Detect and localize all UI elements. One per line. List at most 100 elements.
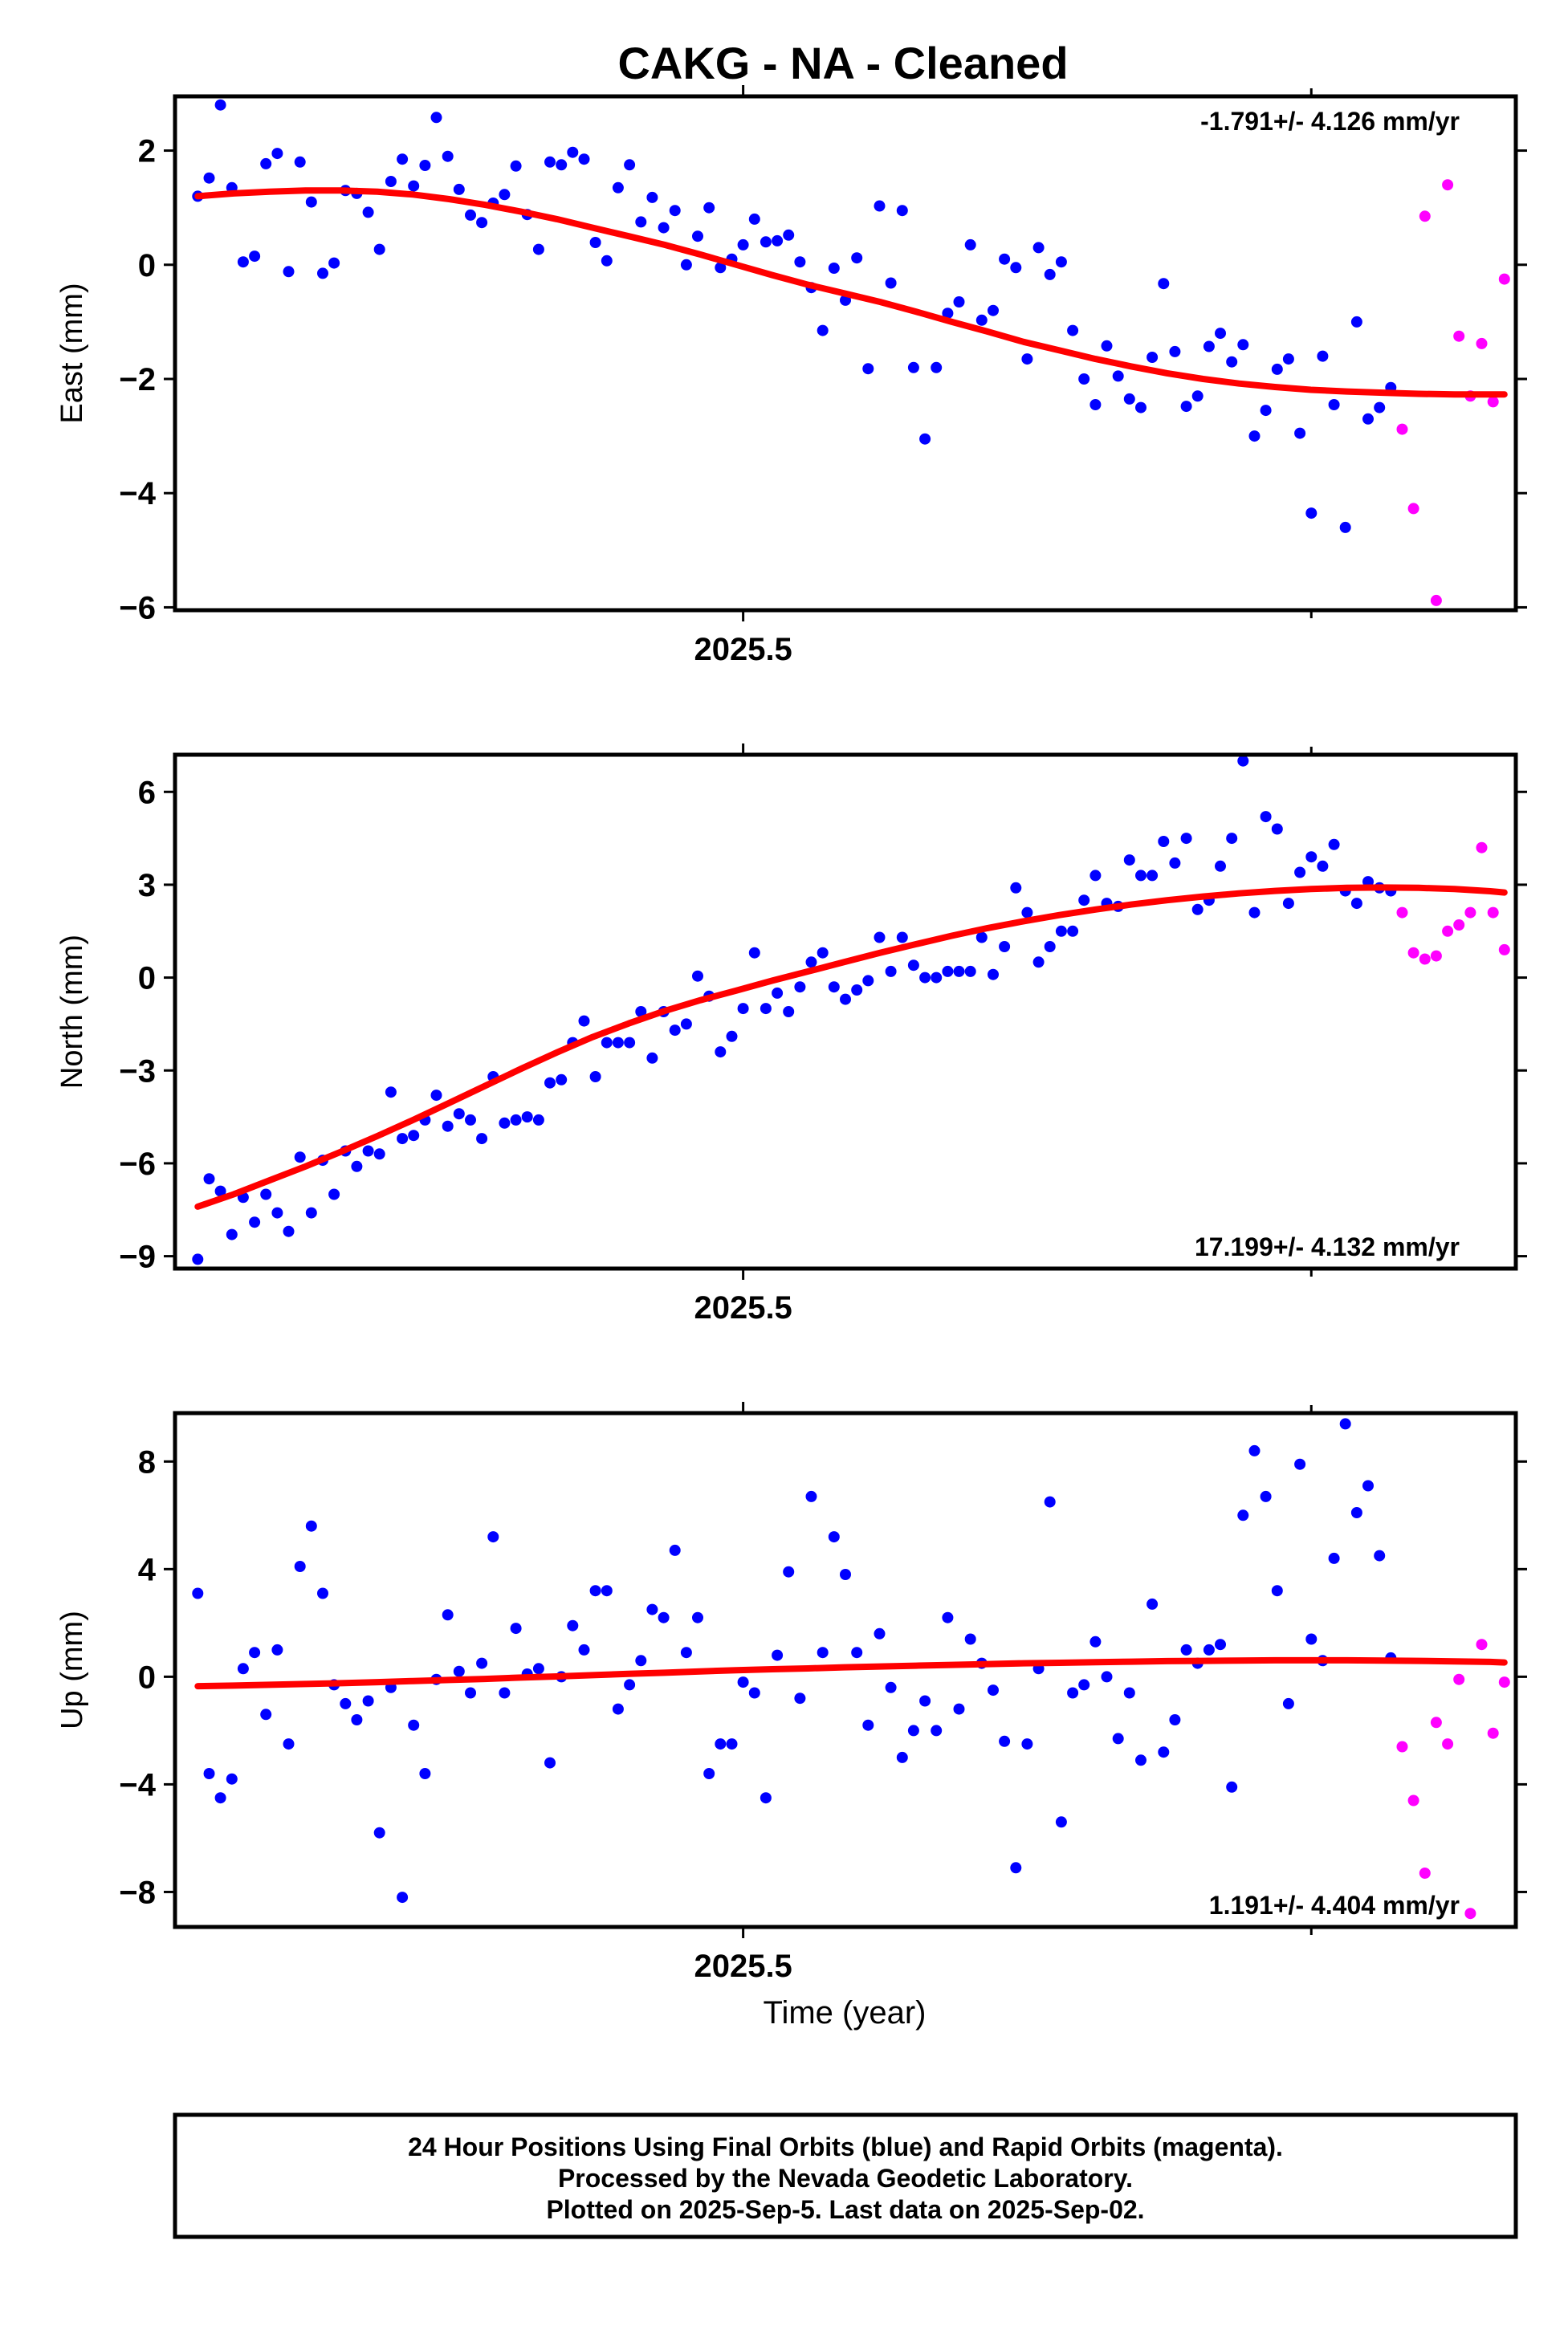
data-point-final (1169, 1714, 1181, 1725)
data-point-final (1123, 854, 1135, 866)
data-point-final (499, 1117, 511, 1129)
data-points-east (192, 99, 1510, 606)
data-point-final (249, 1216, 261, 1228)
footer-box (173, 2112, 1518, 2239)
data-point-final (794, 256, 806, 268)
data-point-final (794, 1693, 806, 1705)
data-point-final (692, 230, 703, 242)
data-point-final (1215, 1639, 1226, 1651)
data-point-final (999, 941, 1011, 952)
data-point-final (715, 1738, 727, 1750)
data-point-final (1044, 1496, 1056, 1508)
data-point-final (896, 1751, 908, 1763)
data-point-rapid (1498, 273, 1510, 285)
data-point-final (715, 1046, 727, 1058)
data-point-final (532, 243, 544, 255)
data-point-final (760, 236, 772, 248)
data-point-final (442, 1609, 454, 1621)
data-point-final (1180, 1644, 1192, 1656)
data-point-final (1055, 1816, 1067, 1828)
data-point-final (1158, 836, 1170, 847)
data-point-rapid (1453, 1673, 1465, 1685)
data-point-rapid (1430, 594, 1442, 606)
data-point-final (1010, 882, 1022, 894)
y-tick-label-up: 8 (138, 1444, 156, 1480)
data-point-rapid (1453, 330, 1465, 342)
data-point-final (1374, 1550, 1386, 1562)
data-point-rapid (1430, 950, 1442, 962)
data-point-final (885, 1681, 897, 1693)
data-point-final (260, 1188, 272, 1200)
data-point-final (385, 1086, 397, 1098)
data-point-final (669, 205, 681, 217)
data-point-final (680, 1018, 692, 1030)
data-point-final (885, 965, 897, 977)
footer-line-1: 24 Hour Positions Using Final Orbits (bl… (408, 2132, 1283, 2161)
data-point-final (828, 263, 840, 274)
data-point-final (907, 959, 919, 972)
data-point-final (1089, 399, 1102, 410)
data-point-rapid (1442, 1738, 1454, 1750)
data-point-final (1294, 866, 1306, 878)
data-point-final (1362, 1480, 1374, 1492)
data-point-final (1294, 427, 1306, 439)
data-point-final (1248, 430, 1261, 442)
data-point-final (840, 1569, 851, 1580)
data-point-final (953, 296, 965, 308)
data-point-final (703, 1768, 715, 1779)
data-point-final (624, 159, 636, 171)
data-point-final (1203, 1644, 1215, 1656)
data-point-final (430, 112, 442, 124)
data-point-final (340, 1697, 352, 1709)
data-point-final (964, 1633, 976, 1645)
data-point-rapid (1396, 423, 1408, 435)
data-point-final (1078, 1679, 1090, 1691)
data-point-rapid (1407, 1794, 1419, 1807)
data-point-final (612, 181, 624, 193)
data-point-final (510, 1114, 522, 1126)
data-point-final (953, 1703, 965, 1715)
data-point-final (919, 972, 931, 984)
data-point-final (748, 947, 760, 959)
data-point-final (271, 1207, 283, 1219)
data-point-final (1032, 242, 1045, 254)
y-tick-label-north: 3 (138, 868, 156, 903)
data-point-final (931, 1725, 943, 1737)
data-point-final (1158, 1746, 1170, 1758)
data-point-final (249, 251, 261, 263)
data-point-rapid (1407, 947, 1419, 959)
data-point-rapid (1442, 179, 1454, 191)
data-point-final (1339, 521, 1351, 533)
data-point-final (1089, 1635, 1102, 1648)
data-point-final (999, 1735, 1011, 1747)
y-tick-label-north: 6 (138, 775, 156, 810)
y-tick-label-north: 0 (138, 961, 156, 996)
data-point-final (1350, 898, 1362, 910)
data-point-final (589, 1071, 601, 1082)
data-point-final (624, 1679, 636, 1691)
data-point-final (397, 153, 409, 165)
data-point-final (953, 965, 965, 977)
data-point-final (1191, 390, 1203, 402)
data-point-final (1339, 1418, 1351, 1430)
data-point-final (203, 1173, 215, 1185)
data-point-final (1010, 262, 1022, 274)
data-point-final (373, 1827, 385, 1839)
plot-frame-north (173, 752, 1518, 1271)
data-point-final (772, 234, 784, 246)
data-point-final (556, 159, 568, 171)
data-point-final (1032, 956, 1045, 968)
data-point-final (294, 1151, 306, 1163)
data-point-final (1215, 328, 1226, 340)
data-point-final (874, 931, 886, 943)
y-tick-label-east: −6 (119, 590, 156, 625)
data-point-final (907, 361, 919, 373)
data-point-final (226, 1773, 238, 1785)
y-tick-label-up: 4 (138, 1552, 157, 1587)
data-point-final (465, 1687, 476, 1699)
data-point-final (851, 1647, 863, 1659)
data-point-final (817, 324, 829, 336)
data-point-final (760, 1792, 772, 1804)
data-point-final (988, 1684, 999, 1697)
